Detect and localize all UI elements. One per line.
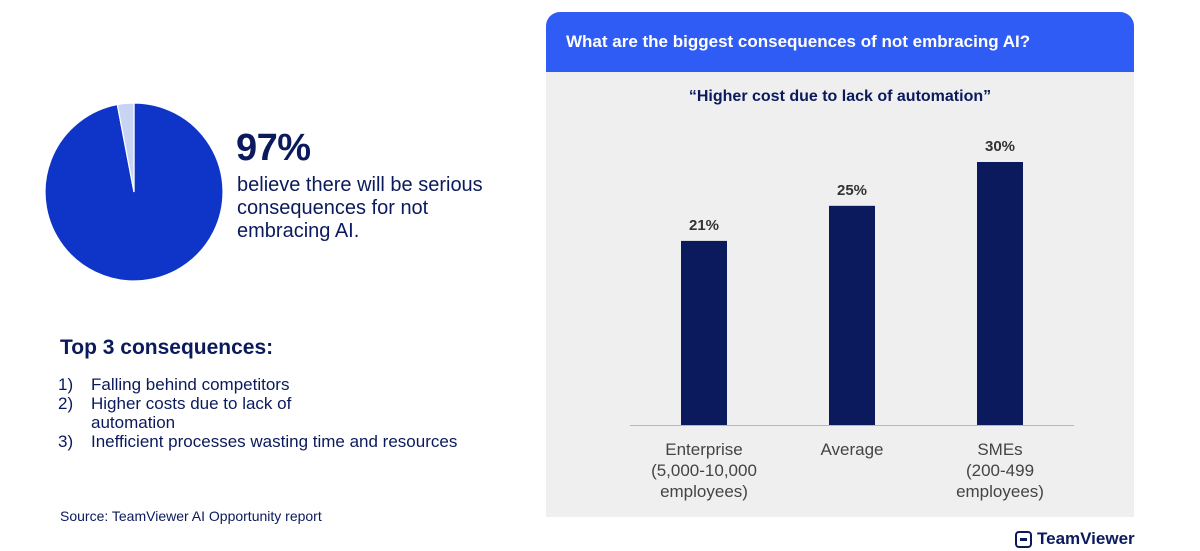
list-item-number: 3) [58, 432, 74, 451]
x-tick-label: Average [820, 440, 883, 459]
bar [829, 205, 875, 425]
list-item-text: Falling behind competitors [91, 375, 290, 394]
headline-percentage: 97% [236, 127, 311, 169]
top3-list: 1) Falling behind competitors 2) Higher co… [58, 375, 558, 451]
chart-panel: What are the biggest consequences of not… [546, 12, 1134, 517]
chart-subtitle: “Higher cost due to lack of automation” [688, 88, 992, 105]
x-tick-label: Enterprise [665, 440, 742, 459]
pie-slice-rest [116, 102, 135, 193]
x-tick-label: employees) [660, 482, 748, 501]
x-tick-label: (5,000-10,000 [651, 461, 757, 480]
data-label: 30% [985, 138, 1015, 155]
bar-chart: 21% Enterprise (5,000-10,000 employees) 25% A… [630, 138, 1074, 501]
list-item: 1) Falling behind competitors [58, 375, 558, 394]
bar [681, 240, 727, 425]
data-label: 25% [837, 182, 867, 199]
list-item: 2) Higher costs due to lack of automation [58, 394, 558, 432]
teamviewer-logo-icon [1015, 530, 1032, 548]
list-item: 3) Inefficient processes wasting time and… [58, 432, 558, 451]
list-item-number: 1) [58, 375, 74, 394]
source-note: Source: TeamViewer AI Opportunity report [60, 508, 322, 524]
x-tick-label: SMEs [977, 440, 1022, 459]
bar [977, 162, 1023, 425]
top3-title: Top 3 consequences: [60, 336, 274, 359]
teamviewer-logo: TeamViewer [1015, 529, 1135, 549]
list-item-number: 2) [58, 394, 74, 413]
brand-name: TeamViewer [1037, 529, 1135, 548]
headline-text: believe there will be serious consequenc… [237, 174, 483, 242]
data-label: 21% [689, 217, 719, 234]
list-item-text: Higher costs due to lack of automation [91, 394, 292, 432]
list-item-text: Inefficient processes wasting time and r… [91, 432, 458, 451]
pie-chart [44, 102, 224, 282]
panel-header: What are the biggest consequences of not… [546, 12, 1134, 72]
x-tick-label: (200-499 [966, 461, 1034, 480]
x-tick-label: employees) [956, 482, 1044, 501]
